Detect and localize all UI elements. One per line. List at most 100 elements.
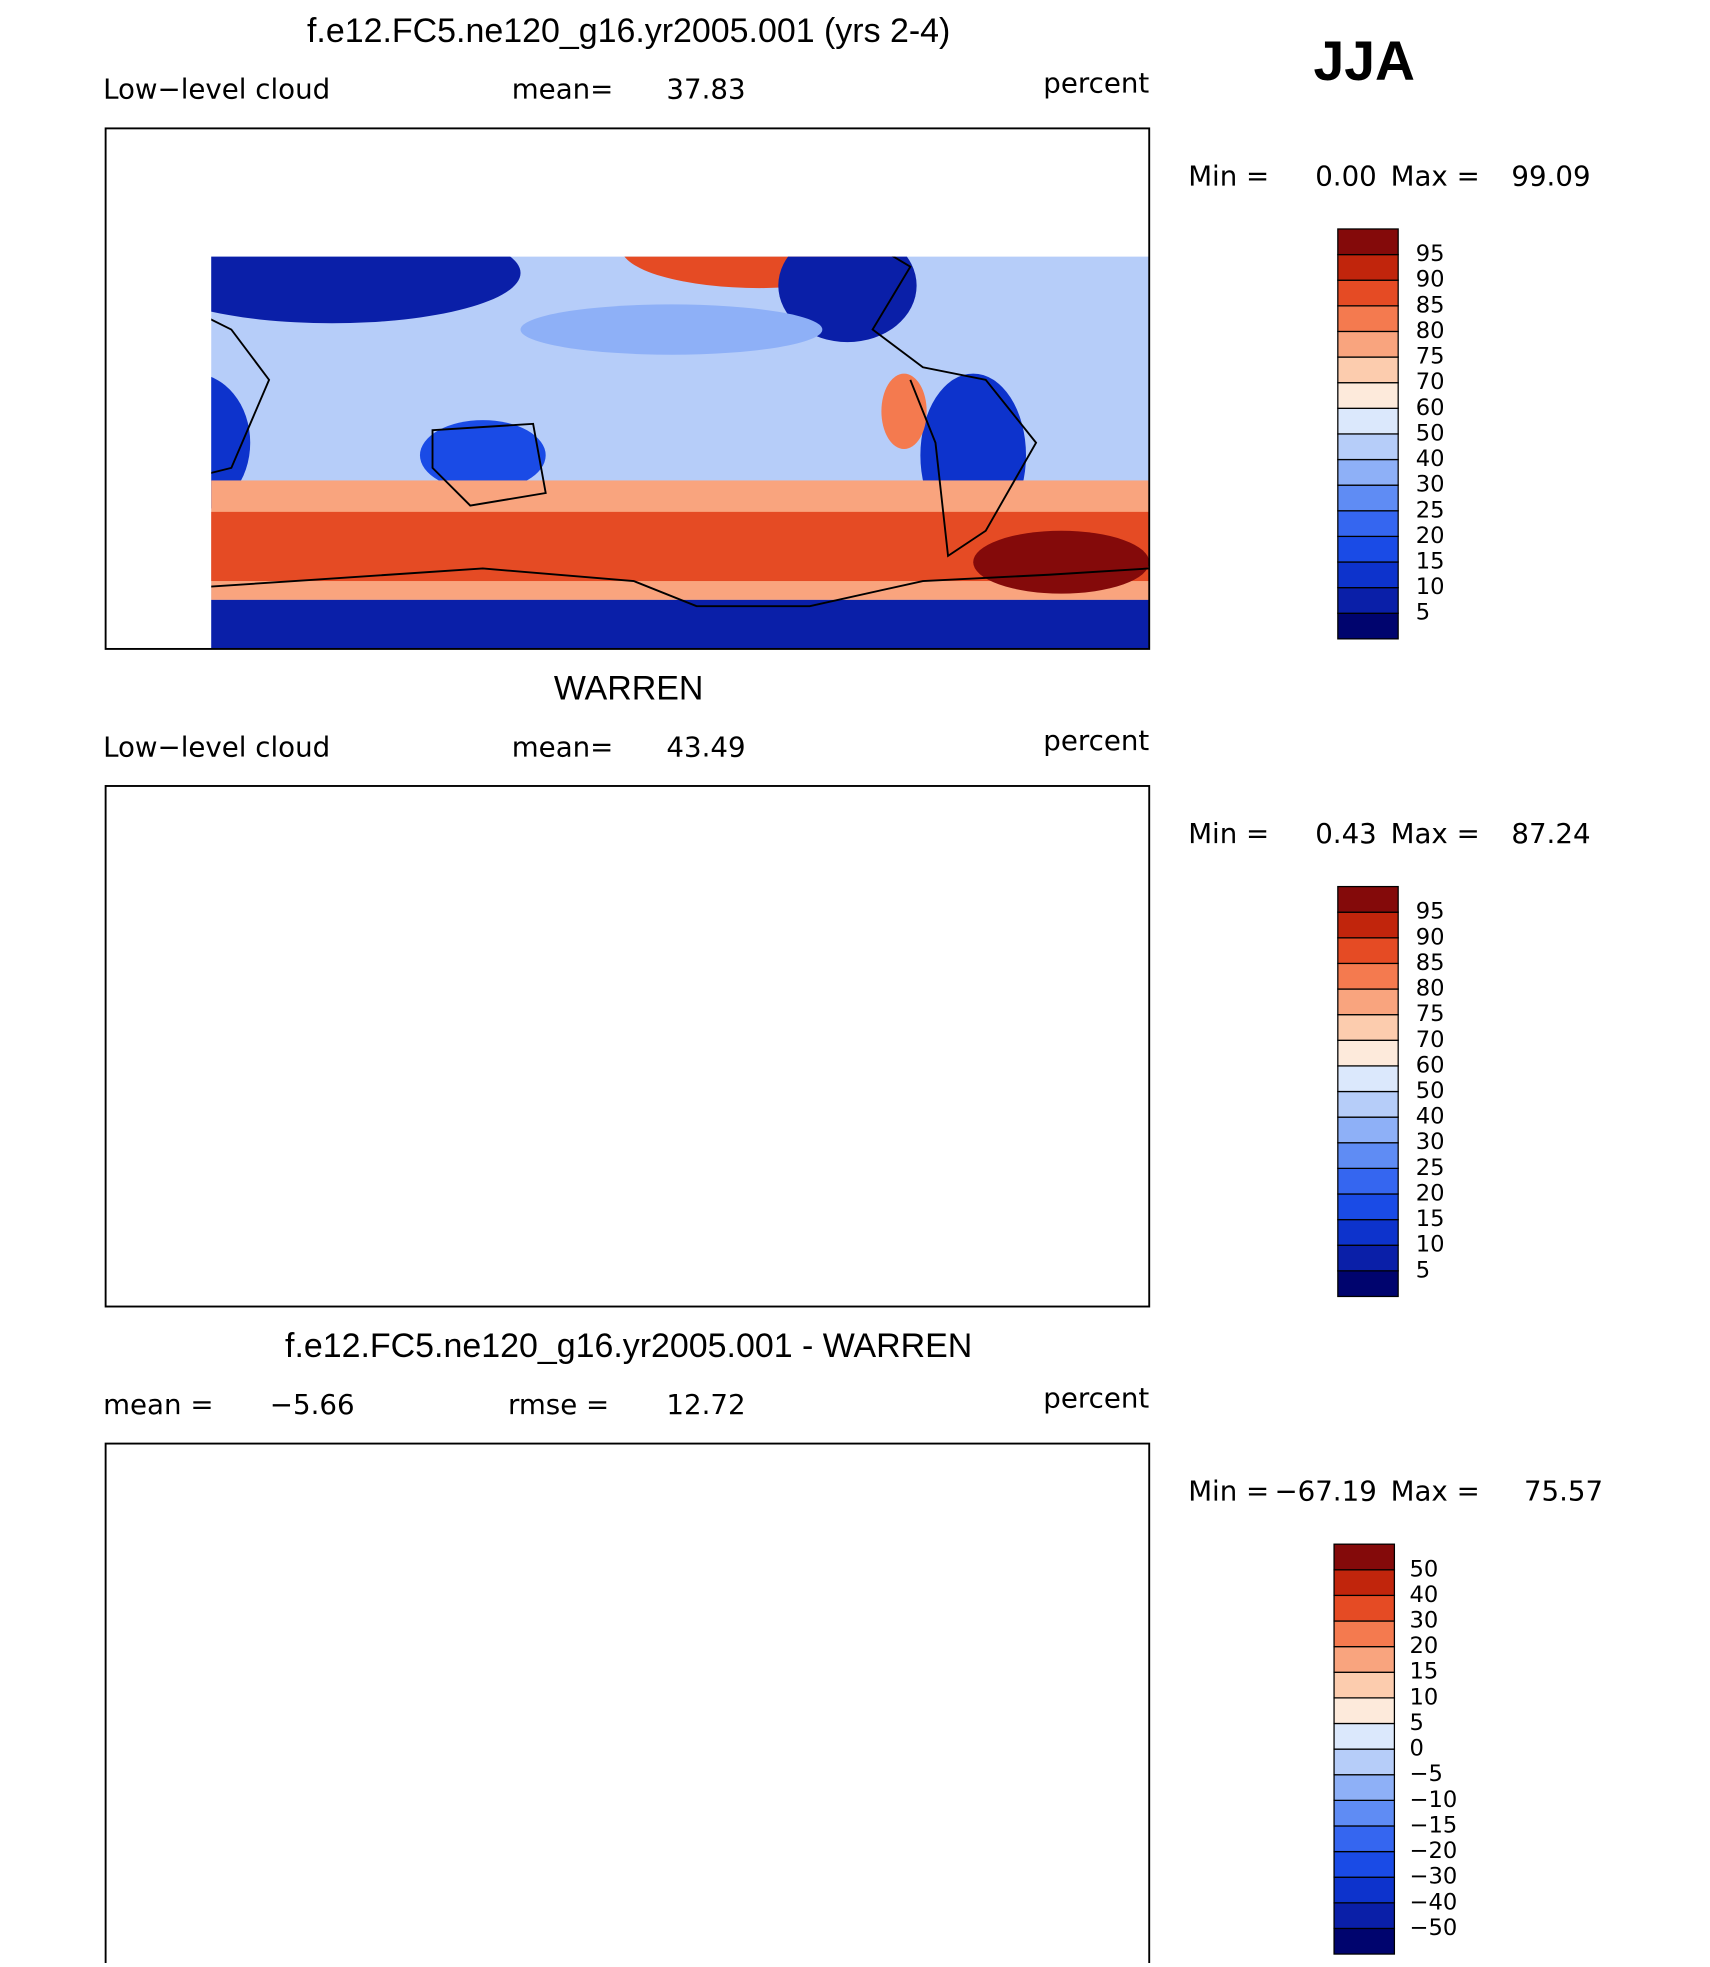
min-label: Min = (1188, 159, 1269, 192)
colorbar-label: 30 (1409, 1608, 1438, 1634)
colorbar-box (1333, 1850, 1396, 1878)
colorbar-box (1333, 1825, 1396, 1853)
colorbar-box (1333, 1569, 1396, 1597)
contour-fill (797, 887, 923, 988)
colorbar-label: 5 (1416, 600, 1430, 626)
colorbar-box (1337, 1167, 1399, 1195)
map-panel (43, 116, 1174, 650)
max-value: 87.24 (1511, 817, 1590, 850)
colorbar-box (1333, 1927, 1396, 1955)
colorbar-label: 40 (1416, 1104, 1445, 1130)
colorbar-label: 80 (1416, 976, 1445, 1002)
contour-fill (435, 1093, 556, 1158)
left-label: Low−level cloud (103, 730, 330, 763)
colorbar-label: −15 (1409, 1812, 1457, 1838)
colorbar-label: 95 (1416, 899, 1445, 925)
coastline (211, 256, 1150, 608)
colorbar-box (1333, 1646, 1396, 1673)
colorbar-label: 25 (1416, 1155, 1445, 1181)
colorbar-label: 10 (1416, 574, 1445, 600)
colorbar-label: 15 (1416, 549, 1445, 575)
contour-fill (106, 1444, 1150, 1963)
colorbar-label: 75 (1416, 344, 1445, 370)
colorbar-label: 0 (1409, 1736, 1423, 1762)
middle-label: mean= (512, 73, 614, 106)
middle-value: 12.72 (666, 1388, 745, 1421)
colorbar-box (1337, 382, 1399, 409)
panel-title: WARREN (554, 669, 704, 707)
colorbar-label: −5 (1409, 1761, 1442, 1787)
colorbar-box (1337, 484, 1399, 512)
colorbar-label: 75 (1416, 1001, 1445, 1027)
panel-title: f.e12.FC5.ne120_g16.yr2005.001 - WARREN (285, 1327, 972, 1365)
colorbar-box (1337, 988, 1399, 1016)
contour-fill (734, 786, 885, 824)
colorbar-box (1337, 561, 1399, 589)
contour-fill (1023, 1695, 1149, 1770)
contour-fill (332, 1444, 458, 1475)
colorbar-label: 10 (1416, 1232, 1445, 1258)
contour-fill (734, 1544, 885, 1619)
contour-fill (307, 1576, 408, 1614)
colorbar-box (1337, 1090, 1399, 1118)
contour-fill (640, 860, 879, 925)
contour-fill (881, 373, 927, 450)
contour-fill (106, 786, 1150, 855)
colorbar-label: 20 (1409, 1633, 1438, 1659)
min-value: 0.00 (1315, 159, 1377, 192)
middle-value: 43.49 (666, 730, 745, 763)
contour-fill (156, 1012, 257, 1138)
colorbar-box (1333, 1748, 1396, 1776)
colorbar-label: −30 (1409, 1864, 1457, 1890)
colorbar-label: 15 (1416, 1206, 1445, 1232)
colorbar-label: 15 (1409, 1659, 1438, 1685)
colorbar-box (1337, 1039, 1399, 1067)
map-field (106, 786, 1150, 1307)
colorbar-box (1333, 1671, 1396, 1699)
colorbar-box (1337, 228, 1399, 256)
colorbar-label: −50 (1409, 1915, 1457, 1941)
contour-fill (137, 968, 200, 1006)
colorbar-box (1333, 1902, 1396, 1930)
colorbar-label: 95 (1416, 241, 1445, 267)
coastline (106, 817, 1150, 1263)
colorbar-box (1333, 1876, 1396, 1904)
contour-fill (992, 154, 1093, 204)
contour-fill (43, 116, 320, 191)
colorbar-box (1337, 535, 1399, 563)
colorbar-label: 30 (1416, 1129, 1445, 1155)
colorbar-label: 60 (1416, 395, 1445, 421)
colorbar-label: 70 (1416, 1027, 1445, 1053)
colorbar-box (1337, 911, 1399, 939)
colorbar-label: 50 (1409, 1556, 1438, 1582)
colorbar-box (1337, 510, 1399, 538)
contour-fill (419, 420, 546, 491)
colorbar-box (1337, 279, 1399, 307)
colorbar-box (1333, 1543, 1396, 1571)
map-panel (104, 785, 1151, 1308)
colorbar-label: 40 (1409, 1582, 1438, 1608)
contour-fill (332, 786, 458, 824)
colorbar-label: 85 (1416, 950, 1445, 976)
colorbar-box (1337, 253, 1399, 281)
colorbar-label: −20 (1409, 1838, 1457, 1864)
colorbar-label: 20 (1416, 1180, 1445, 1206)
colorbar-label: 70 (1416, 369, 1445, 395)
colorbar-box (1337, 1065, 1399, 1093)
contour-fill (211, 599, 1150, 649)
colorbar-label: 30 (1416, 472, 1445, 498)
contour-fill (143, 880, 495, 968)
colorbar-box (1337, 1218, 1399, 1246)
contour-fill (778, 256, 917, 343)
contour-fill (998, 154, 1174, 255)
colorbar-box (1337, 1014, 1399, 1041)
min-value: 0.43 (1315, 817, 1377, 850)
colorbar-box (1337, 305, 1399, 333)
contour-fill (520, 304, 823, 355)
season-label: JJA (1313, 30, 1414, 92)
colorbar-box (1333, 1799, 1396, 1827)
colorbar-box (1337, 1244, 1399, 1272)
contour-fill (106, 1811, 1150, 1963)
left-label: Low−level cloud (103, 73, 330, 106)
